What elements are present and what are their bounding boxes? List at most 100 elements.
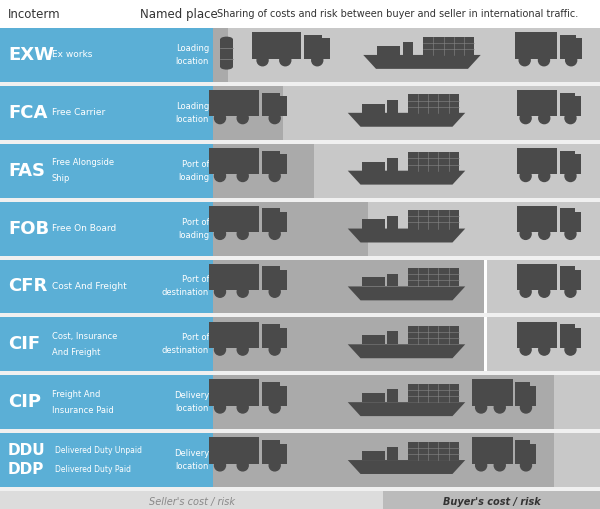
- Bar: [408, 326, 459, 344]
- Bar: [362, 451, 385, 460]
- Circle shape: [214, 286, 226, 297]
- Polygon shape: [348, 229, 465, 242]
- Bar: [213, 260, 600, 314]
- Bar: [517, 90, 557, 117]
- Bar: [517, 322, 557, 348]
- Circle shape: [520, 344, 531, 355]
- Bar: [560, 35, 575, 39]
- Text: Delivery: Delivery: [174, 449, 209, 458]
- Text: location: location: [176, 57, 209, 66]
- Circle shape: [566, 55, 577, 66]
- Circle shape: [269, 460, 280, 471]
- Bar: [362, 277, 385, 287]
- Bar: [388, 389, 398, 402]
- Bar: [262, 386, 287, 406]
- Text: Loading: Loading: [176, 44, 209, 53]
- Circle shape: [214, 171, 226, 182]
- Bar: [209, 322, 259, 348]
- Circle shape: [312, 55, 323, 66]
- Circle shape: [520, 229, 531, 239]
- Text: Buyer's cost / risk: Buyer's cost / risk: [443, 497, 541, 507]
- Bar: [262, 443, 287, 464]
- Bar: [388, 447, 398, 460]
- Circle shape: [237, 171, 248, 182]
- Bar: [408, 268, 459, 287]
- Text: CIP: CIP: [8, 393, 41, 411]
- Bar: [560, 96, 581, 117]
- Circle shape: [494, 402, 505, 413]
- Bar: [560, 151, 575, 154]
- Circle shape: [237, 112, 248, 124]
- Circle shape: [520, 402, 532, 413]
- Text: EXW: EXW: [8, 46, 54, 64]
- Text: location: location: [176, 462, 209, 471]
- Text: CFR: CFR: [8, 277, 47, 295]
- Bar: [220, 39, 233, 67]
- Circle shape: [237, 286, 248, 297]
- Bar: [262, 382, 280, 386]
- Bar: [423, 37, 475, 55]
- Bar: [209, 380, 259, 406]
- Circle shape: [269, 229, 280, 239]
- Bar: [209, 206, 259, 232]
- Text: FOB: FOB: [8, 219, 49, 238]
- Bar: [362, 161, 385, 171]
- Bar: [0, 375, 213, 429]
- Text: Port of: Port of: [182, 333, 209, 343]
- Text: FCA: FCA: [8, 104, 47, 122]
- Bar: [560, 266, 575, 270]
- Text: Free On Board: Free On Board: [52, 224, 116, 233]
- Text: Delivery: Delivery: [174, 391, 209, 400]
- Circle shape: [565, 229, 576, 239]
- Bar: [517, 148, 557, 175]
- Bar: [408, 95, 459, 113]
- Bar: [472, 380, 513, 406]
- Bar: [484, 318, 487, 371]
- Bar: [377, 46, 400, 55]
- Text: Free Carrier: Free Carrier: [52, 108, 105, 117]
- Circle shape: [565, 286, 576, 297]
- Bar: [515, 443, 536, 464]
- Polygon shape: [348, 287, 465, 300]
- Bar: [362, 335, 385, 344]
- Bar: [262, 151, 280, 154]
- Bar: [213, 375, 600, 429]
- Text: Incoterm: Incoterm: [8, 8, 61, 20]
- Circle shape: [214, 344, 226, 355]
- Text: CIF: CIF: [8, 335, 40, 353]
- Bar: [213, 144, 600, 197]
- Bar: [362, 393, 385, 402]
- Bar: [262, 328, 287, 348]
- Bar: [262, 93, 280, 96]
- Circle shape: [539, 112, 550, 124]
- Text: Port of: Port of: [182, 218, 209, 227]
- Bar: [560, 39, 582, 59]
- Polygon shape: [348, 402, 465, 416]
- Circle shape: [257, 55, 268, 66]
- Text: destination: destination: [162, 289, 209, 297]
- Bar: [213, 433, 554, 487]
- Ellipse shape: [220, 37, 233, 42]
- Bar: [262, 440, 280, 443]
- Bar: [560, 154, 581, 175]
- Bar: [560, 270, 581, 290]
- Bar: [560, 212, 581, 232]
- Circle shape: [539, 229, 550, 239]
- Text: Freight And: Freight And: [52, 389, 100, 399]
- Circle shape: [565, 344, 576, 355]
- Circle shape: [539, 171, 550, 182]
- Bar: [262, 266, 280, 270]
- Bar: [388, 158, 398, 171]
- Circle shape: [269, 171, 280, 182]
- Bar: [213, 375, 554, 429]
- Text: Free Alongside: Free Alongside: [52, 158, 114, 167]
- Bar: [560, 328, 581, 348]
- Bar: [213, 318, 484, 371]
- Bar: [213, 318, 600, 371]
- Text: loading: loading: [178, 173, 209, 182]
- Circle shape: [520, 171, 531, 182]
- Bar: [304, 39, 330, 59]
- Bar: [517, 206, 557, 232]
- Circle shape: [237, 402, 248, 413]
- Bar: [560, 93, 575, 96]
